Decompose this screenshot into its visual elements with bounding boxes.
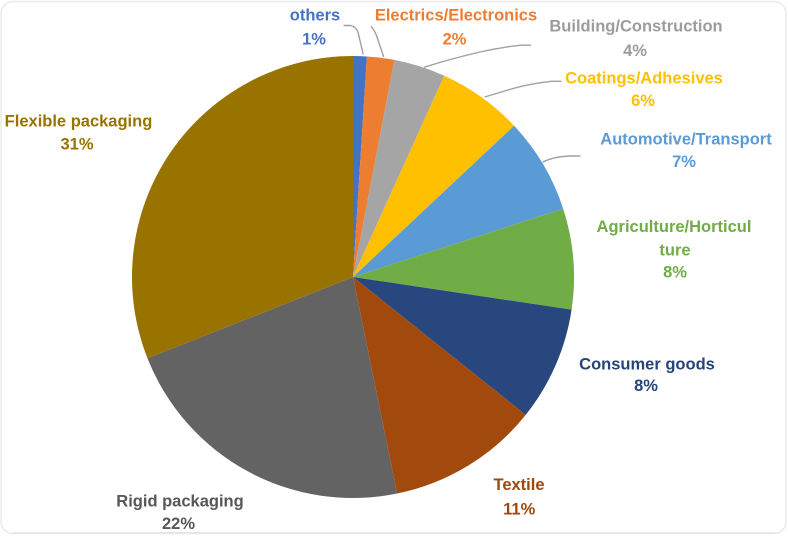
svg-text:2%: 2% bbox=[443, 31, 467, 49]
svg-text:4%: 4% bbox=[623, 42, 647, 60]
svg-text:11%: 11% bbox=[503, 501, 535, 519]
svg-text:Agriculture/Horticul: Agriculture/Horticul bbox=[597, 218, 752, 236]
svg-text:Coatings/Adhesives: Coatings/Adhesives bbox=[565, 70, 723, 88]
svg-text:8%: 8% bbox=[634, 377, 658, 395]
svg-text:6%: 6% bbox=[631, 92, 655, 110]
svg-text:Rigid packaging: Rigid packaging bbox=[116, 493, 243, 511]
svg-text:8%: 8% bbox=[663, 264, 687, 282]
svg-text:7%: 7% bbox=[672, 153, 696, 171]
svg-text:Building/Construction: Building/Construction bbox=[549, 18, 722, 36]
svg-text:22%: 22% bbox=[162, 515, 195, 533]
svg-text:Electrics/Electronics: Electrics/Electronics bbox=[375, 7, 537, 25]
svg-text:Flexible packaging: Flexible packaging bbox=[5, 113, 153, 131]
svg-text:1%: 1% bbox=[302, 31, 326, 49]
svg-text:ture: ture bbox=[659, 242, 690, 260]
svg-text:Consumer goods: Consumer goods bbox=[579, 356, 715, 374]
svg-text:Automotive/Transport: Automotive/Transport bbox=[600, 131, 772, 149]
svg-text:Textile: Textile bbox=[493, 476, 544, 494]
svg-text:31%: 31% bbox=[60, 136, 93, 154]
svg-text:others: others bbox=[290, 7, 340, 25]
